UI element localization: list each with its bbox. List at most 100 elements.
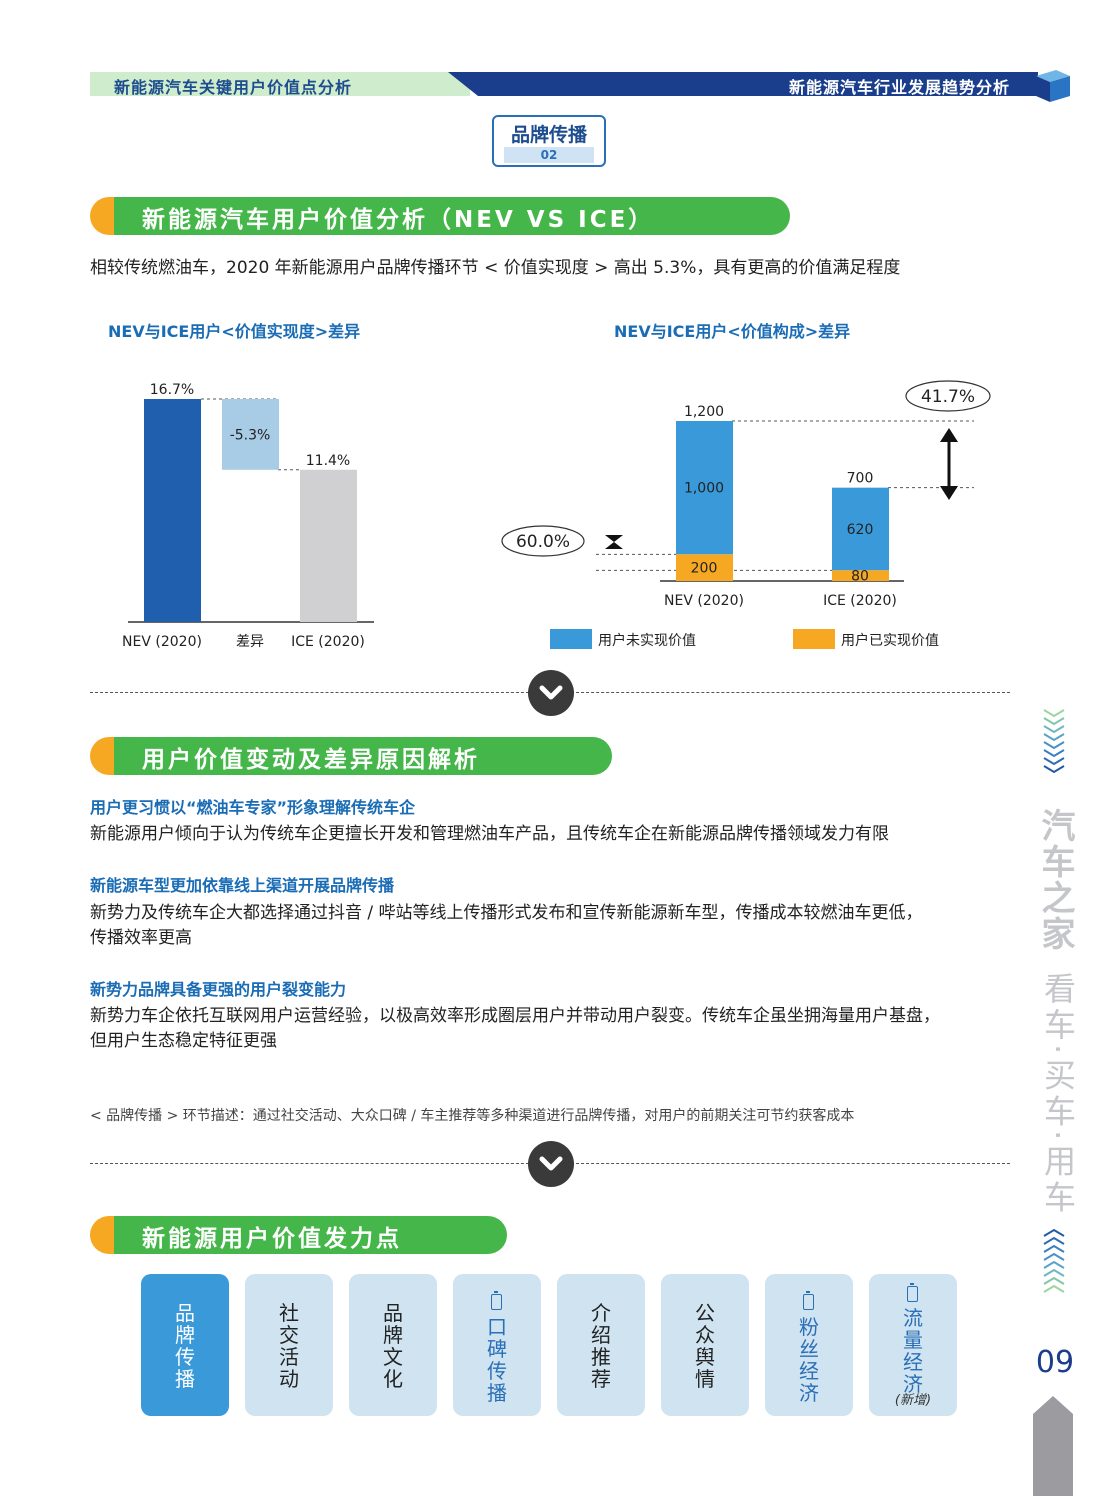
- tile-fan-economy[interactable]: 粉 丝 经 济: [765, 1274, 853, 1416]
- tile-referral[interactable]: 介 绍 推 荐: [557, 1274, 645, 1416]
- chart2-cat-nev: NEV (2020): [664, 593, 744, 609]
- tile-word-of-mouth-char: 传: [487, 1359, 507, 1383]
- tile-public-opinion-char: 公: [695, 1301, 715, 1325]
- tile-traffic-economy-char: 济: [903, 1372, 923, 1396]
- tile-referral-char: 荐: [591, 1367, 611, 1391]
- sidebar-slogan-text: 看车·买车·用车: [1039, 972, 1077, 1217]
- section-badge: 品牌传播 02: [492, 115, 606, 167]
- tile-brand-culture-char: 化: [383, 1367, 403, 1391]
- header-left-title: 新能源汽车关键用户价值点分析: [114, 78, 353, 97]
- section2-pill: 用户价值变动及差异原因解析: [90, 737, 612, 775]
- footnote: < 品牌传播 > 环节描述：通过社交活动、大众口碑 / 车主推荐等多种渠道进行品…: [90, 1108, 855, 1124]
- chart1-value-ice: 11.4%: [306, 453, 350, 469]
- tile-public-opinion[interactable]: 公 众 舆 情: [661, 1274, 749, 1416]
- point3-line2: 但用户生态稳定特征更强: [90, 1031, 277, 1051]
- chart1-cat-nev: NEV (2020): [122, 634, 202, 650]
- page-tab: [1033, 1396, 1073, 1496]
- chart2-total-ice: 700: [847, 471, 874, 487]
- chart2-annotation-right: 41.7%: [921, 387, 975, 407]
- chart2-label-nev-realized: 200: [691, 561, 718, 577]
- tile-referral-char: 推: [591, 1345, 611, 1369]
- badge-title: 品牌传播: [510, 124, 587, 146]
- tile-word-of-mouth[interactable]: 口 碑 传 播: [453, 1274, 541, 1416]
- chart2-bar-ice-unrealized: [832, 487, 889, 571]
- tile-social-activity[interactable]: 社 交 活 动: [245, 1274, 333, 1416]
- tile-word-of-mouth-char: 碑: [487, 1337, 507, 1361]
- chart2-stacked: 1,200 700 1,000 200 620 80 NEV (2020) IC…: [501, 380, 991, 609]
- chart1-value-diff: -5.3%: [230, 427, 271, 443]
- tile-traffic-economy[interactable]: 流 量 经 济 (新增): [869, 1274, 957, 1416]
- tile-referral-char: 绍: [591, 1323, 611, 1347]
- tile-public-opinion-char: 众: [695, 1323, 715, 1347]
- point1-heading: 用户更习惯以“燃油车专家”形象理解传统车企: [90, 798, 416, 817]
- sidebar-brand-text: 汽车之家: [1035, 808, 1075, 952]
- point1-line1: 新能源用户倾向于认为传统车企更擅长开发和管理燃油车产品，且传统车企在新能源品牌传…: [90, 824, 889, 844]
- chart2-total-nev: 1,200: [684, 404, 724, 420]
- chart2-bar-ice-realized: [832, 570, 889, 581]
- page-number: 09: [1035, 1345, 1075, 1380]
- arrow-down-small-icon: [605, 535, 623, 542]
- point2-line2: 传播效率更高: [90, 928, 192, 948]
- battery-icon: [803, 1291, 814, 1310]
- point3-heading: 新势力品牌具备更强的用户裂变能力: [90, 980, 347, 999]
- chart1-cat-diff: 差异: [236, 634, 264, 650]
- tile-brand-spread-char: 播: [175, 1367, 195, 1391]
- arrow-up-icon: [940, 428, 958, 442]
- tile-traffic-economy-char: 流: [903, 1306, 923, 1330]
- tile-word-of-mouth-char: 口: [487, 1315, 507, 1339]
- tile-social-activity-char: 社: [279, 1301, 299, 1325]
- section1-pill: 新能源汽车用户价值分析（NEV VS ICE）: [90, 197, 790, 235]
- tile-fan-economy-char: 经: [799, 1359, 819, 1383]
- tile-social-activity-char: 动: [279, 1367, 299, 1391]
- legend-swatch-realized: [793, 629, 835, 649]
- tile-brand-spread[interactable]: 品 牌 传 播: [141, 1274, 229, 1416]
- legend-swatch-unrealized: [550, 629, 592, 649]
- tile-fan-economy-char: 粉: [799, 1315, 819, 1339]
- tile-brand-culture[interactable]: 品 牌 文 化: [349, 1274, 437, 1416]
- header-right-title: 新能源汽车行业发展趋势分析: [788, 78, 1010, 97]
- section2-title: 用户价值变动及差异原因解析: [142, 747, 480, 773]
- tile-brand-spread-char: 传: [175, 1345, 195, 1369]
- chevron-down-icon: [528, 670, 574, 716]
- tile-traffic-economy-char: 经: [903, 1350, 923, 1374]
- tile-brand-spread-char: 牌: [175, 1323, 195, 1347]
- chart2-cat-ice: ICE (2020): [823, 593, 897, 609]
- section3-pill: 新能源用户价值发力点: [90, 1216, 507, 1254]
- chart1-value-nev: 16.7%: [150, 382, 194, 398]
- chart2-title: NEV与ICE用户<价值构成>差异: [614, 322, 851, 341]
- cube-icon: [1036, 70, 1070, 102]
- tile-traffic-economy-char: 量: [903, 1328, 923, 1352]
- tile-social-activity-char: 交: [279, 1323, 299, 1347]
- chevron-down-icon: [528, 1141, 574, 1187]
- point2-heading: 新能源车型更加依靠线上渠道开展品牌传播: [90, 876, 395, 895]
- legend-label-unrealized: 用户未实现价值: [598, 633, 696, 649]
- arrow-up-small-icon: [605, 542, 623, 549]
- point3-line1: 新势力车企依托互联网用户运营经验，以极高效率形成圈层用户并带动用户裂变。传统车企…: [90, 1006, 940, 1026]
- tile-traffic-economy-note: (新增): [894, 1393, 932, 1408]
- tile-public-opinion-char: 情: [695, 1367, 715, 1391]
- chevrons-down-icon: [1043, 709, 1065, 774]
- point2-line1: 新势力及传统车企大都选择通过抖音 / 哔站等线上传播形式发布和宣传新能源新车型，…: [90, 903, 923, 923]
- chart1-bar-ice: [300, 469, 357, 622]
- battery-icon: [907, 1283, 918, 1302]
- chart2-label-nev-unrealized: 1,000: [684, 481, 724, 497]
- header-left-bar: 新能源汽车关键用户价值点分析: [90, 72, 470, 97]
- arrow-down-icon: [940, 486, 958, 500]
- chart1-bar-nev: [144, 399, 201, 622]
- chart2-annotation-oval-right: [905, 380, 991, 412]
- chart2-bar-nev-realized: [676, 554, 733, 581]
- tile-social-activity-char: 活: [279, 1345, 299, 1369]
- tile-public-opinion-char: 舆: [695, 1345, 715, 1369]
- tile-fan-economy-char: 丝: [799, 1337, 819, 1361]
- section1-description: 相较传统燃油车，2020 年新能源用户品牌传播环节 < 价值实现度 > 高出 5…: [90, 258, 901, 278]
- tile-word-of-mouth-char: 播: [487, 1381, 507, 1405]
- chart2-annotation-oval-left: [501, 525, 585, 557]
- tile-brand-spread-char: 品: [175, 1301, 195, 1325]
- tile-fan-economy-char: 济: [799, 1381, 819, 1405]
- tile-brand-culture-char: 品: [383, 1301, 403, 1325]
- tile-brand-culture-char: 牌: [383, 1323, 403, 1347]
- chevrons-up-icon: [1043, 1228, 1065, 1293]
- header-right-bar: 新能源汽车行业发展趋势分析: [448, 72, 1038, 96]
- tile-brand-culture-char: 文: [383, 1345, 403, 1369]
- chart2-annotation-left: 60.0%: [516, 532, 570, 552]
